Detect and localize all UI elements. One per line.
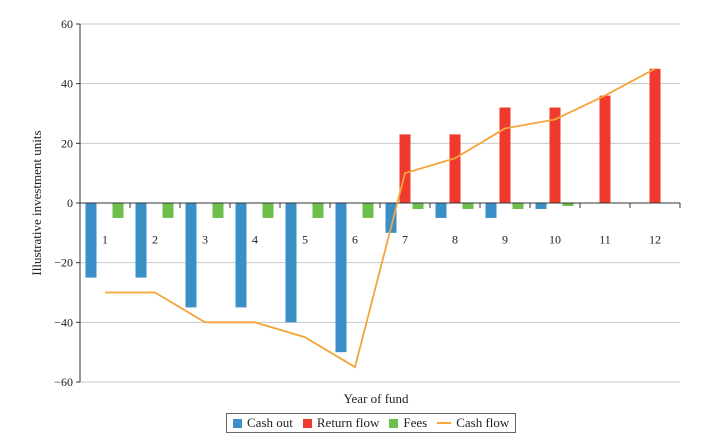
zero-axis — [79, 202, 681, 208]
legend-label-cash-out: Cash out — [247, 415, 293, 430]
legend-label-cash-flow: Cash flow — [456, 415, 510, 430]
fees-bar — [462, 203, 474, 209]
return-flow-bar — [449, 134, 461, 203]
legend-item-return-flow: Return flow — [302, 415, 380, 431]
fees-swatch-icon — [389, 418, 399, 428]
cash-out-bar — [85, 203, 97, 278]
fees-bar — [212, 203, 224, 218]
return-flow-bar — [399, 134, 411, 203]
x-tick-label: 6 — [352, 232, 358, 246]
y-tick-label: −60 — [54, 375, 73, 389]
fees-bar — [112, 203, 124, 218]
bars — [85, 68, 661, 353]
legend-label-fees: Fees — [403, 415, 428, 430]
cash-flow-line — [105, 67, 656, 369]
x-axis-label: Year of fund — [343, 391, 409, 406]
fees-bar — [262, 203, 274, 218]
fees-bar — [312, 203, 324, 218]
fees-bar — [562, 203, 574, 206]
fees-bar — [512, 203, 524, 209]
y-tick-label: −40 — [54, 315, 73, 329]
fees-bar — [162, 203, 174, 218]
legend-item-cash-out: Cash out — [233, 415, 293, 431]
x-tick-label: 12 — [649, 232, 661, 246]
x-tick-label: 5 — [302, 232, 308, 246]
return-flow-bar — [549, 107, 561, 203]
x-tick-label: 3 — [202, 232, 208, 246]
return-flow-bar — [599, 95, 611, 203]
return-flow-bar — [499, 107, 511, 203]
x-tick-label: 11 — [599, 232, 611, 246]
cash-out-bar — [435, 203, 447, 218]
y-tick-labels: 60 40 20 0 −20 −40 −60 — [54, 17, 73, 389]
fees-bar — [362, 203, 374, 218]
cash-flow-line-icon — [437, 422, 452, 424]
y-tick-label: 40 — [61, 77, 73, 91]
cash-out-bar — [385, 203, 397, 233]
plot-area — [76, 23, 81, 383]
x-tick-label: 10 — [549, 232, 561, 246]
x-tick-label: 8 — [452, 232, 458, 246]
x-tick-label: 7 — [402, 232, 408, 246]
fees-bar — [412, 203, 424, 209]
y-tick-label: 0 — [67, 196, 73, 210]
y-tick-label: 60 — [61, 17, 73, 31]
cash-out-bar — [335, 203, 347, 353]
x-tick-label: 9 — [502, 232, 508, 246]
grid-lines — [80, 23, 680, 383]
return-flow-swatch-icon — [302, 418, 312, 428]
x-tick-label: 4 — [252, 232, 258, 246]
legend-item-cash-flow: Cash flow — [437, 415, 509, 431]
cash-out-bar — [535, 203, 547, 209]
legend-label-return-flow: Return flow — [316, 415, 380, 430]
y-tick-label: −20 — [54, 256, 73, 270]
legend: Cash out Return flow Fees Cash flow — [226, 413, 517, 433]
return-flow-bar — [649, 68, 661, 203]
cash-out-bar — [285, 203, 297, 323]
cash-out-swatch-icon — [233, 418, 242, 428]
y-axis-label: Illustrative investment units — [29, 130, 44, 275]
legend-item-fees: Fees — [389, 415, 427, 431]
x-tick-label: 2 — [152, 232, 158, 246]
cash-flow-line — [105, 67, 656, 369]
x-tick-label: 1 — [102, 232, 108, 246]
x-tick-labels: 1 2 3 4 5 6 7 8 9 10 11 12 — [102, 232, 661, 246]
cash-out-bar — [235, 203, 247, 308]
y-tick-label: 20 — [61, 136, 73, 150]
cash-out-bar — [485, 203, 497, 218]
cash-out-bar — [185, 203, 197, 308]
cash-out-bar — [135, 203, 147, 278]
